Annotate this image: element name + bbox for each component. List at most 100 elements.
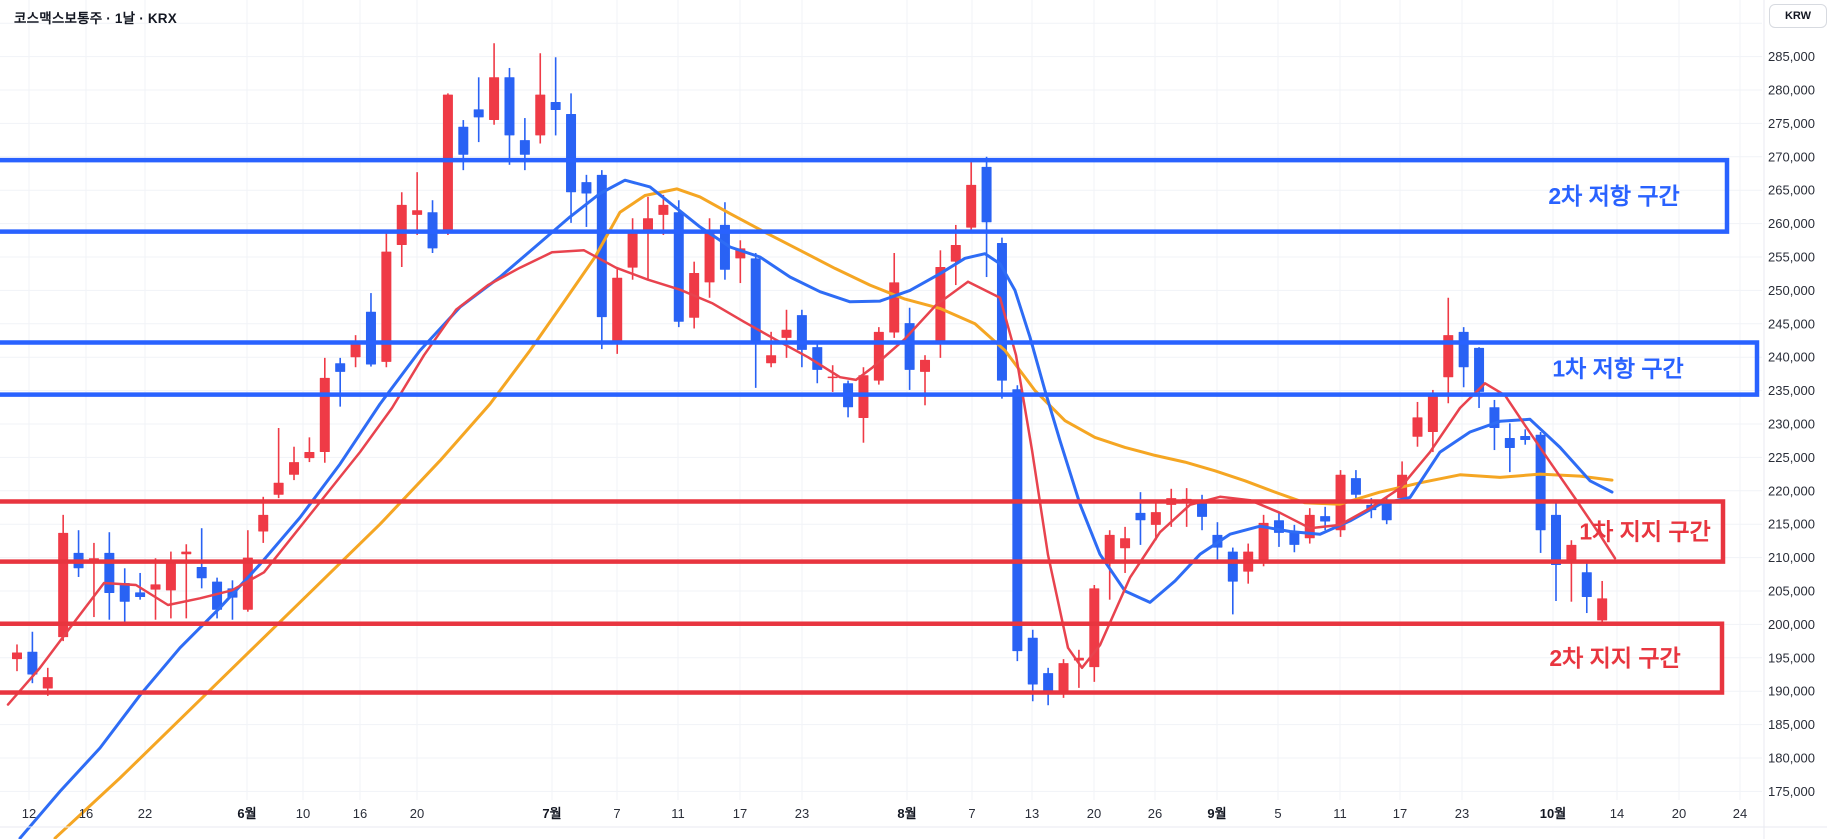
price-tick-label: 185,000	[1768, 717, 1815, 732]
time-tick-label: 11	[671, 806, 685, 821]
time-tick-month-label: 9월	[1207, 806, 1226, 821]
time-tick-month-label: 6월	[237, 806, 256, 821]
candle-body	[642, 218, 653, 233]
price-tick-label: 210,000	[1768, 550, 1815, 565]
zone-label-support-1: 1차 지지 구간	[1579, 519, 1710, 545]
candle-body	[1566, 544, 1577, 560]
time-tick-label: 16	[79, 806, 93, 821]
price-tick-label: 285,000	[1768, 49, 1815, 64]
candle-body	[1551, 514, 1561, 565]
candle-body	[1289, 531, 1300, 545]
time-tick-label: 23	[1455, 806, 1469, 821]
zone-resistance-2	[0, 157, 1730, 234]
price-tick-label: 240,000	[1768, 350, 1815, 365]
price-tick-label: 205,000	[1768, 584, 1815, 599]
price-tick-label: 245,000	[1768, 316, 1815, 331]
candle-body	[535, 94, 546, 136]
time-tick-label: 10	[296, 806, 310, 821]
candle-body	[873, 331, 884, 381]
zone-support-1	[0, 499, 1726, 564]
candle-body	[766, 355, 777, 364]
candle-body	[458, 126, 469, 155]
candle-body	[58, 532, 69, 638]
candle-body	[519, 140, 530, 155]
price-tick-label: 250,000	[1768, 283, 1815, 298]
time-tick-label: 14	[1610, 806, 1624, 821]
price-tick-label: 260,000	[1768, 216, 1815, 231]
candle-body	[719, 224, 730, 270]
price-tick-label: 180,000	[1768, 751, 1815, 766]
candle-body	[889, 282, 900, 333]
candle-body	[396, 204, 407, 245]
ma-fast-line	[6, 249, 1617, 706]
time-tick-label: 11	[1333, 806, 1347, 821]
time-tick-label: 17	[733, 806, 747, 821]
price-tick-label: 280,000	[1768, 82, 1815, 97]
price-tick-label: 215,000	[1768, 517, 1815, 532]
time-tick-label: 20	[1087, 806, 1101, 821]
price-tick-label: 190,000	[1768, 684, 1815, 699]
candle-body	[335, 363, 346, 372]
candle-body	[612, 277, 623, 345]
candle-body	[1412, 417, 1423, 437]
candle-body	[12, 652, 22, 660]
candle-body	[196, 566, 207, 579]
time-tick-label: 20	[410, 806, 424, 821]
candle-body	[1504, 438, 1515, 449]
candle-body	[104, 552, 115, 594]
price-tick-label: 235,000	[1768, 383, 1815, 398]
candle-body	[1535, 434, 1546, 531]
candle-body	[42, 677, 53, 689]
candle-body	[1427, 393, 1438, 433]
candle-body	[258, 514, 269, 532]
candle-body	[442, 94, 453, 232]
zone-label-support-2: 2차 지지 구간	[1549, 645, 1680, 671]
candle-body	[1320, 516, 1331, 522]
candle-body	[1581, 572, 1592, 598]
time-tick-label: 24	[1733, 806, 1747, 821]
time-tick-label: 23	[795, 806, 809, 821]
price-tick-label: 230,000	[1768, 417, 1815, 432]
candle-body	[381, 251, 392, 362]
candle-body	[920, 359, 931, 372]
candle-body	[950, 244, 961, 262]
currency-button[interactable]: KRW	[1769, 4, 1827, 28]
zone-label-resistance-1: 1차 저항 구간	[1552, 356, 1683, 382]
time-tick-label: 13	[1025, 806, 1039, 821]
candle-body	[1135, 512, 1146, 521]
candle-body	[1458, 331, 1469, 368]
price-tick-label: 265,000	[1768, 183, 1815, 198]
candle-body	[365, 311, 376, 365]
candle-body	[1381, 502, 1392, 521]
candle-body	[135, 592, 146, 598]
candle-body	[412, 210, 423, 215]
price-tick-label: 225,000	[1768, 450, 1815, 465]
time-tick-label: 22	[138, 806, 152, 821]
candle-body	[750, 258, 761, 341]
candle-body	[504, 77, 515, 136]
candle-body	[781, 329, 792, 338]
candle-body	[150, 584, 161, 590]
candle-body	[827, 376, 838, 379]
price-axis[interactable]: 285,000 280,000 275,000 270,000 265,000 260,0…	[1768, 49, 1815, 799]
candle-body	[935, 267, 946, 344]
candle-body	[550, 102, 561, 111]
price-tick-label: 175,000	[1768, 784, 1815, 799]
zone-resistance-1	[0, 340, 1760, 397]
candle-body	[181, 551, 192, 555]
candle-body	[966, 184, 977, 228]
candle-body	[304, 452, 315, 459]
price-tick-label: 270,000	[1768, 149, 1815, 164]
candle-body	[1104, 534, 1115, 563]
time-axis[interactable]: 12 16 22 6월 10 16 20 7월 7 11 17 23 8월 7 13 20 26 9월 5 11 17 2…	[22, 806, 1747, 821]
candle-body	[1227, 551, 1238, 582]
zone-support-2	[0, 621, 1725, 695]
time-tick-month-label: 7월	[542, 806, 561, 821]
candle-body	[981, 166, 992, 223]
candle-body	[627, 232, 638, 268]
candle-body	[212, 581, 223, 610]
time-tick-label: 7	[968, 806, 975, 821]
symbol-title[interactable]: 코스맥스보통주 · 1날 · KRX	[14, 11, 177, 26]
